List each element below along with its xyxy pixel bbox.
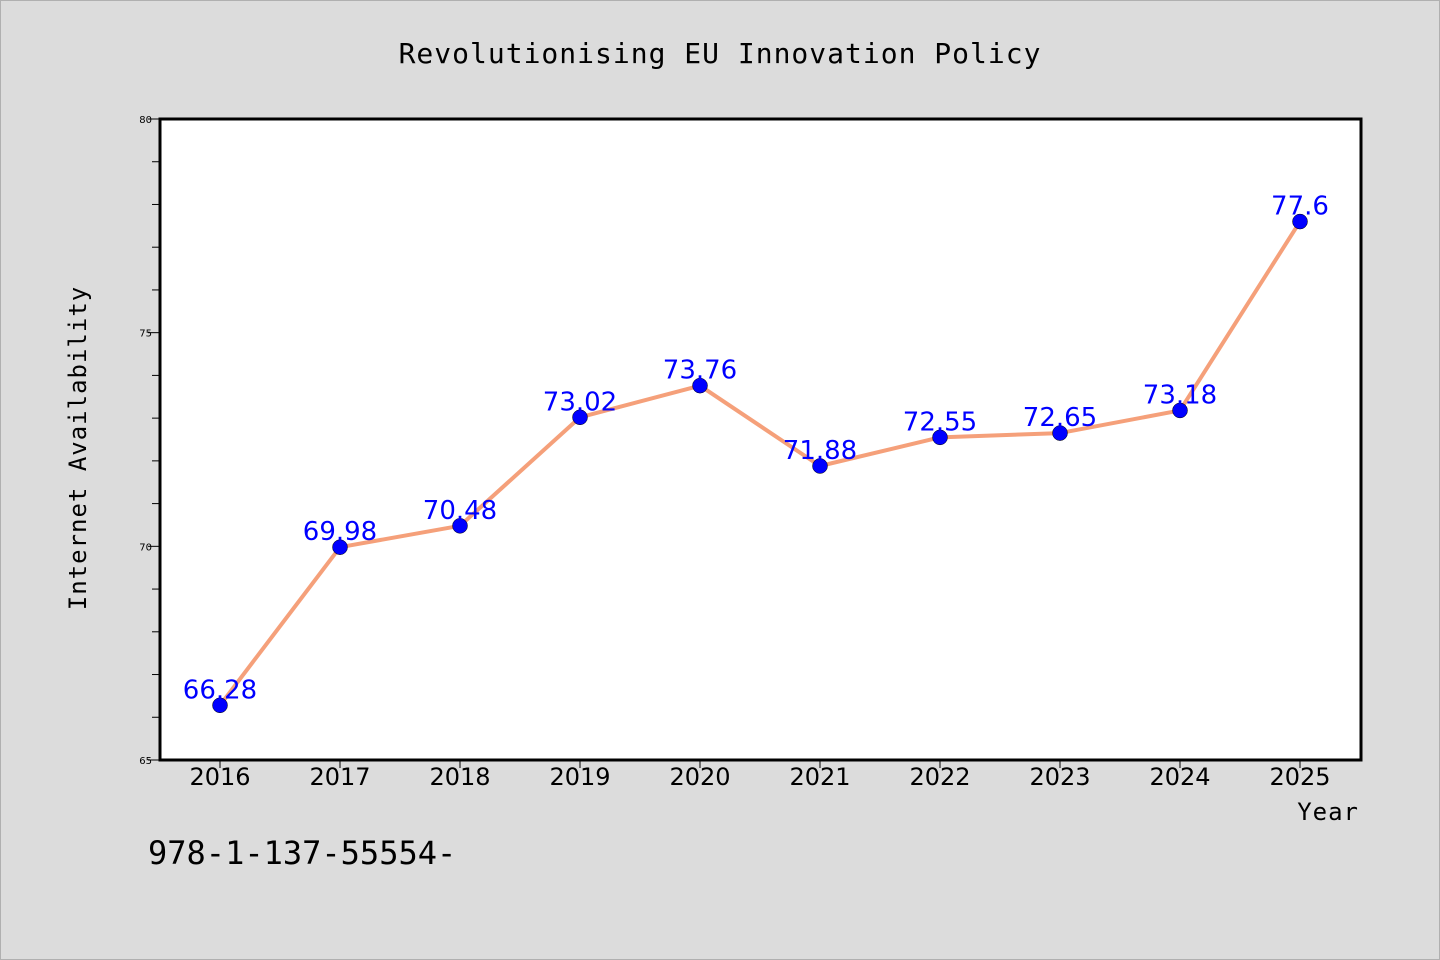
data-labels: 66.28 69.98 70.48 73.02 73.76 71.88 72.55 72.65… bbox=[183, 192, 1329, 706]
data-label: 73.18 bbox=[1143, 380, 1217, 410]
y-tick-label: 70 bbox=[139, 542, 152, 553]
data-label: 66.28 bbox=[183, 675, 257, 705]
series-layer bbox=[212, 213, 1308, 714]
data-label: 72.65 bbox=[1023, 403, 1097, 433]
y-axis: 65 70 75 80 bbox=[139, 115, 160, 767]
series-line bbox=[218, 219, 1302, 708]
data-label: 71.88 bbox=[783, 436, 857, 466]
x-tick-label: 2021 bbox=[789, 763, 850, 791]
data-label: 73.76 bbox=[663, 356, 737, 386]
data-point bbox=[1052, 425, 1068, 441]
x-tick-label: 2024 bbox=[1149, 763, 1210, 791]
x-axis-label: Year bbox=[1297, 798, 1359, 826]
data-point bbox=[692, 377, 708, 394]
data-label: 77.6 bbox=[1271, 192, 1329, 222]
plot-area bbox=[158, 117, 1363, 762]
x-tick-label: 2020 bbox=[669, 763, 730, 791]
x-tick-label: 2017 bbox=[309, 763, 370, 791]
y-tick-label: 80 bbox=[139, 115, 152, 126]
data-point bbox=[812, 458, 828, 474]
x-tick-label: 2019 bbox=[549, 763, 610, 791]
data-point bbox=[212, 697, 228, 714]
data-point bbox=[1172, 402, 1188, 419]
x-axis: 2016 2017 2018 2019 2020 2021 2022 2023 2024 2025 bbox=[189, 760, 1331, 791]
data-point bbox=[332, 539, 348, 555]
data-label: 73.02 bbox=[543, 387, 617, 417]
y-tick-label: 75 bbox=[139, 329, 152, 340]
x-tick-label: 2018 bbox=[429, 763, 490, 791]
data-label: 72.55 bbox=[903, 407, 977, 437]
data-point bbox=[572, 409, 588, 426]
data-point bbox=[1292, 213, 1308, 230]
chart-title: Revolutionising EU Innovation Policy bbox=[399, 37, 1042, 70]
isbn-footnote: 978-1-137-55554- bbox=[148, 834, 456, 872]
y-axis-label: Internet Availability bbox=[64, 286, 92, 610]
data-point bbox=[932, 429, 948, 446]
y-tick-label: 65 bbox=[139, 756, 152, 767]
x-tick-label: 2022 bbox=[909, 763, 970, 791]
x-tick-label: 2016 bbox=[189, 763, 250, 791]
data-point bbox=[452, 518, 468, 534]
data-label: 69.98 bbox=[303, 517, 377, 547]
data-label: 70.48 bbox=[423, 496, 497, 526]
x-tick-label: 2023 bbox=[1029, 763, 1090, 791]
x-tick-label: 2025 bbox=[1269, 763, 1330, 791]
